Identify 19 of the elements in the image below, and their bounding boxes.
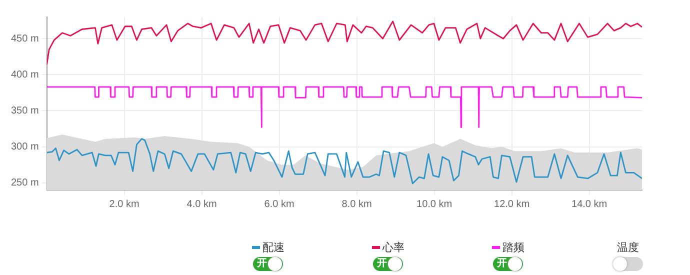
x-tick-label: 4.0 km <box>186 198 217 210</box>
x-tick-label: 2.0 km <box>109 198 140 210</box>
x-tick-label: 10.0 km <box>416 198 452 210</box>
switch-on: 开 <box>253 257 283 271</box>
legend-label: 配速 <box>262 240 284 255</box>
y-tick-label: 250 m <box>10 178 39 189</box>
text: 温度 <box>617 240 639 255</box>
x-tick-label: 8.0 km <box>342 198 372 210</box>
switch-on: 开 <box>493 257 523 271</box>
legend-label: 心率 <box>382 240 404 255</box>
y-tick-label: 300 m <box>10 142 39 152</box>
x-tick-label: 14.0 km <box>572 198 608 210</box>
y-tick-label: 350 m <box>10 105 39 116</box>
y-tick-label: 450 m <box>10 33 39 44</box>
switch-on: 开 <box>373 257 403 271</box>
x-tick-label: 12.0 km <box>494 198 530 210</box>
x-tick-label: 6.0 km <box>264 198 294 210</box>
y-tick-label: 400 m <box>10 69 39 80</box>
legend-label: 踏频 <box>502 240 524 255</box>
